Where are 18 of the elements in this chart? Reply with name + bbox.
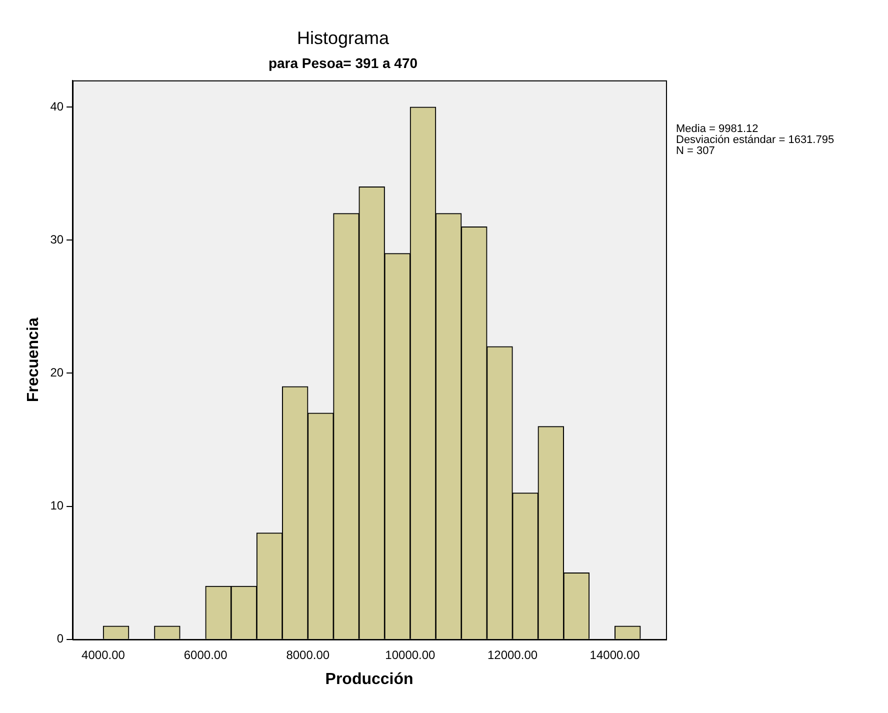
y-tick-label: 40 — [50, 99, 64, 114]
y-tick-label: 0 — [56, 632, 64, 646]
x-axis-title: Producción — [325, 670, 414, 688]
y-axis-title: Frecuencia — [25, 318, 42, 402]
x-tick-label: 14000.00 — [590, 648, 640, 662]
chart-subtitle: para Pesoa= 391 a 470 — [268, 54, 418, 71]
x-tick-label: 10000.00 — [385, 648, 436, 662]
x-tick-label: 8000.00 — [286, 648, 330, 662]
text: Desviación estándar = 1631.795 — [676, 134, 834, 146]
x-tick-label: 12000.00 — [487, 648, 538, 662]
x-tick-label: 6000.00 — [184, 648, 228, 662]
text: Media = 9981.12 — [676, 123, 758, 135]
y-tick-label: 20 — [50, 366, 64, 380]
y-tick-label: 30 — [50, 232, 64, 246]
x-tick-label: 4000.00 — [82, 648, 126, 662]
y-tick-label: 10 — [50, 498, 64, 513]
chart-title: Histograma — [296, 28, 390, 48]
text: N = 307 — [676, 145, 716, 157]
